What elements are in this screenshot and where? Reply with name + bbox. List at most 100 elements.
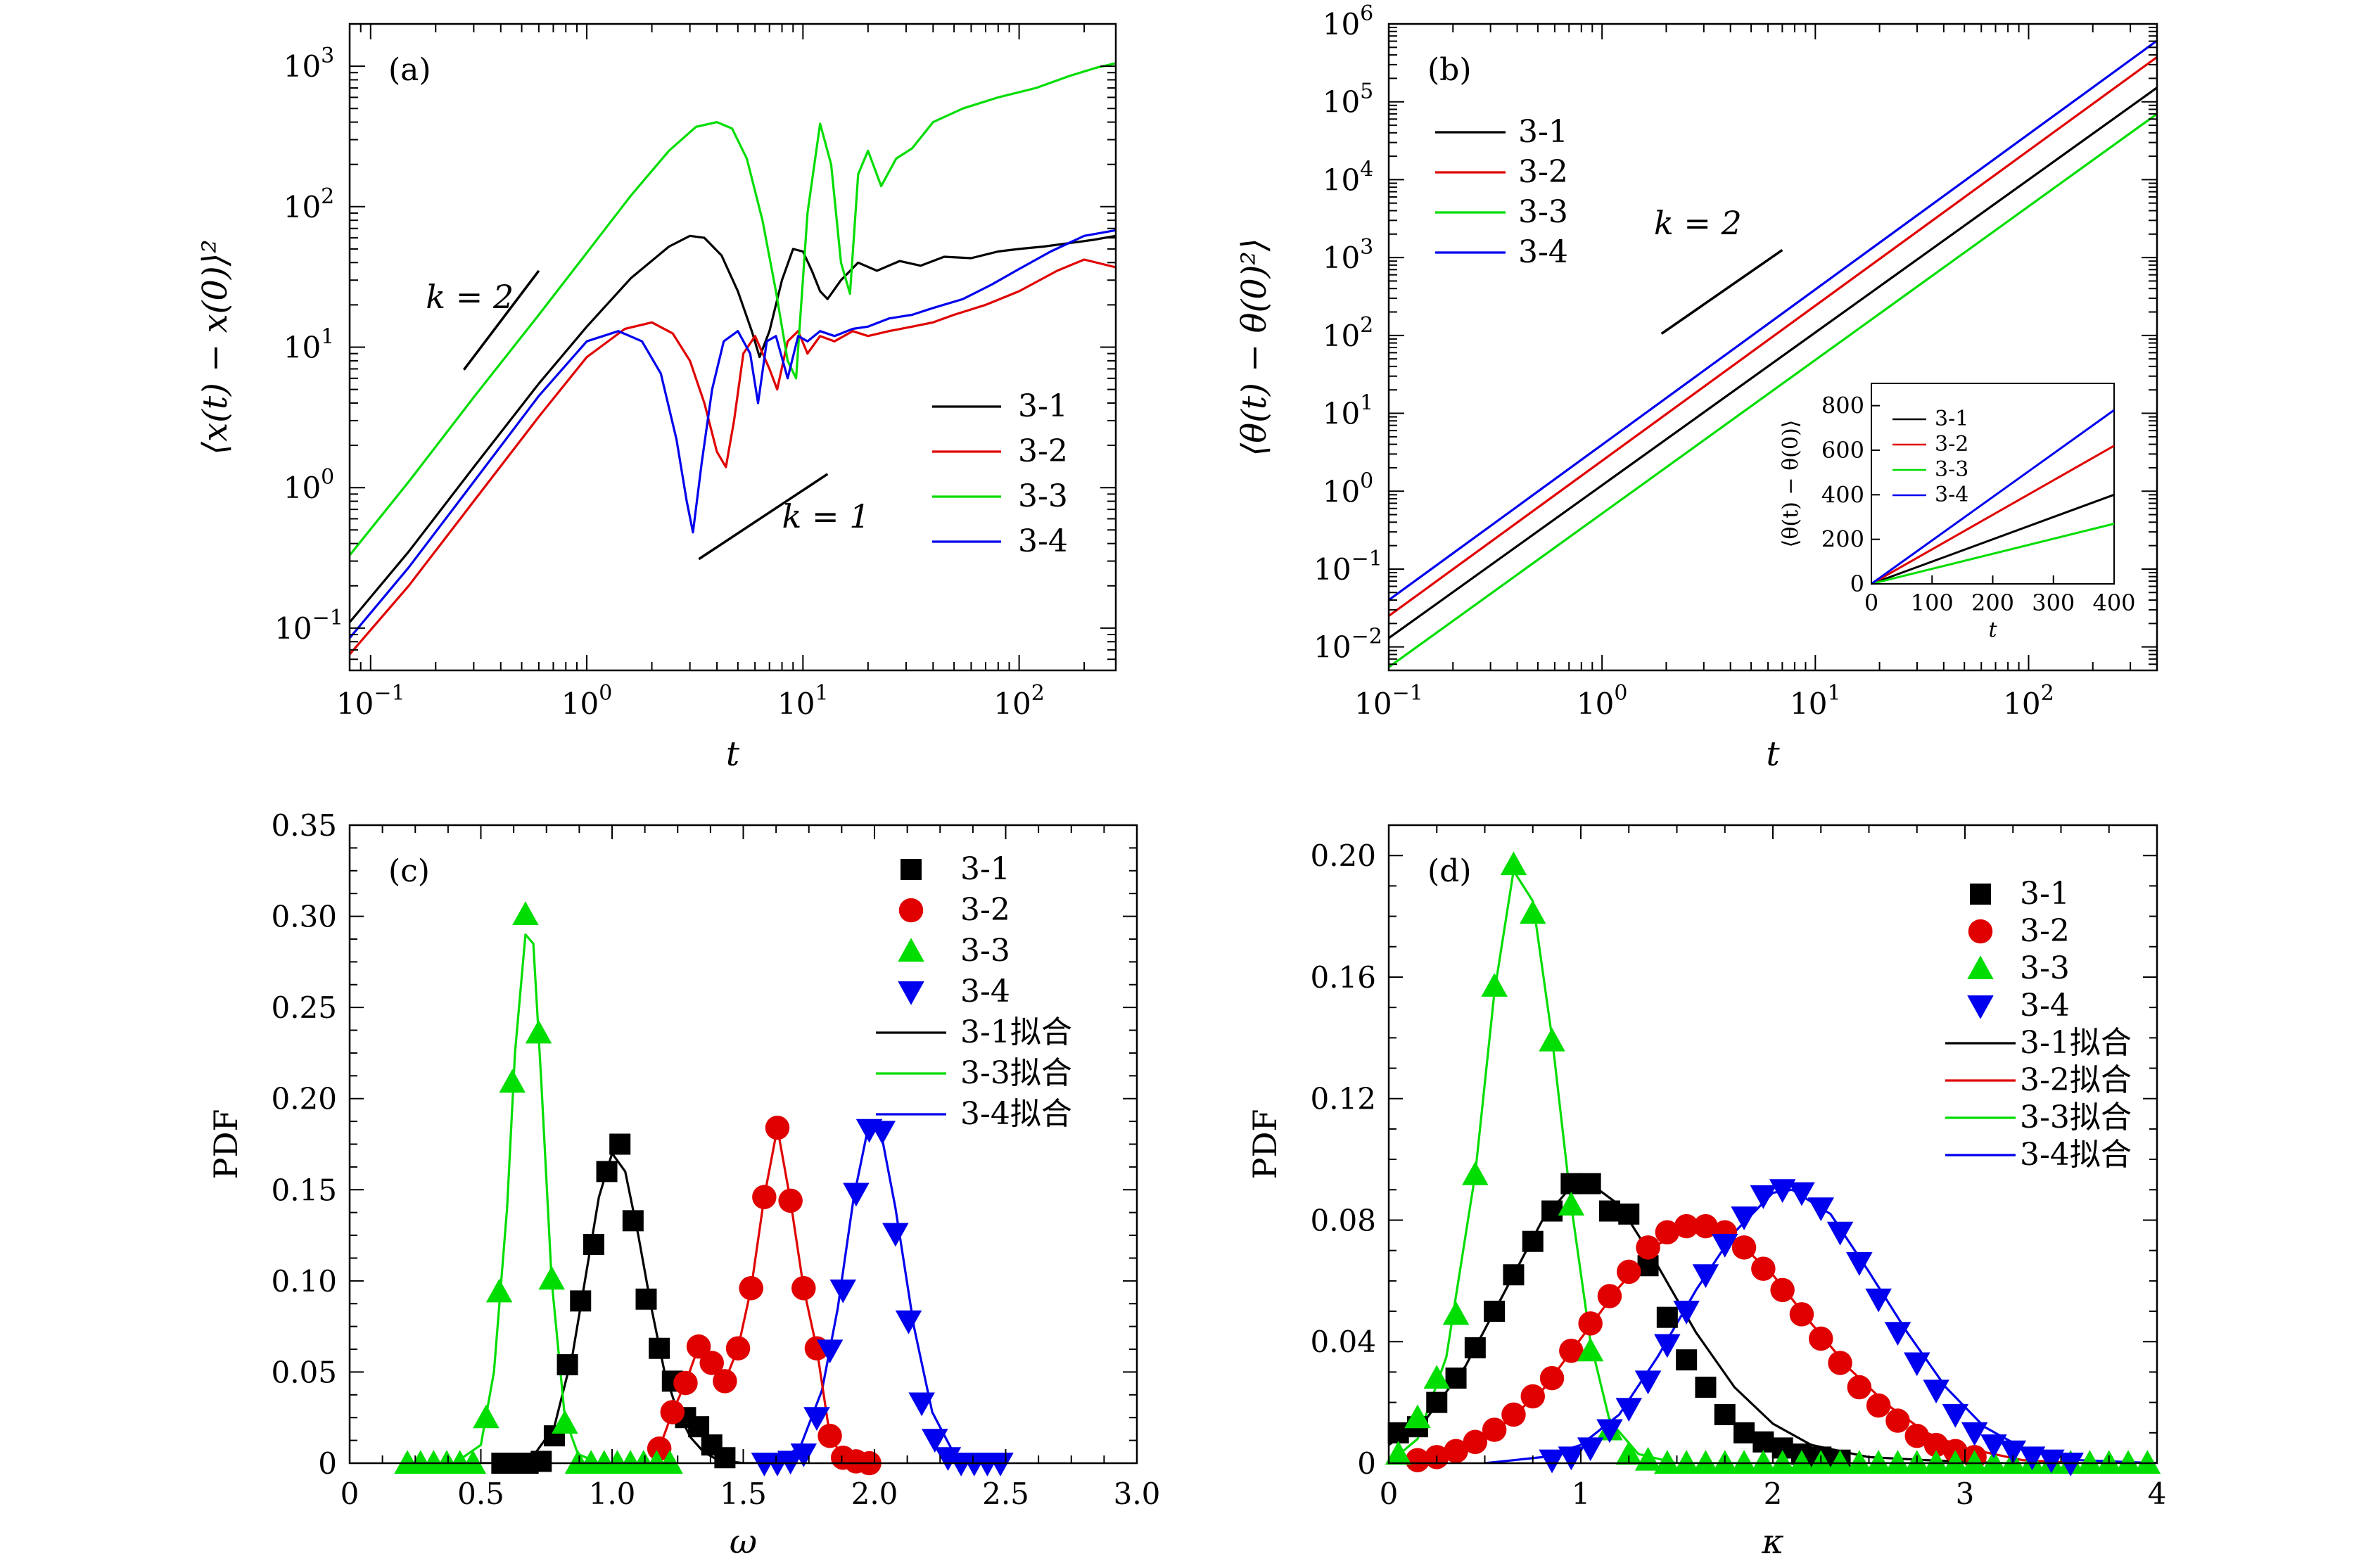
legend-label: 3-1拟合 [960,1014,1072,1050]
data-point-3-4 [829,1279,856,1304]
data-point-3-3 [552,1410,578,1434]
y-tick-label: 0.16 [1310,960,1376,995]
data-point-3-2 [1617,1259,1641,1285]
data-point-3-4 [1923,1379,1949,1404]
inset-legend-label: 3-4 [1935,483,1968,507]
y-tick-label: 0.08 [1310,1203,1376,1237]
legend-label: 3-1 [2020,876,2070,912]
data-point-3-2 [1693,1213,1718,1239]
x-tick-label: 1 [1572,1477,1591,1511]
data-point-3-3 [1942,1450,1969,1474]
data-point-3-1 [1656,1306,1678,1328]
inset-legend-label: 3-3 [1935,457,1968,482]
y-tick-label: 106 [1323,1,1374,42]
data-point-3-3 [1673,1450,1700,1474]
data-point-3-3 [1500,851,1527,876]
data-point-3-4 [1865,1288,1892,1313]
data-point-3-2 [1501,1402,1526,1427]
data-point-3-3 [525,1019,552,1044]
data-point-3-4 [1904,1352,1930,1377]
data-point-3-2 [1539,1365,1565,1391]
data-point-3-4 [803,1407,830,1431]
data-point-3-1 [1714,1403,1736,1425]
data-point-3-4 [1731,1206,1757,1230]
series-line-3-3 [350,62,1116,556]
legend-label: 3-2 [1018,433,1068,469]
x-tick-label: 10−1 [336,681,405,721]
x-tick-label: 4 [2148,1477,2167,1511]
inset-legend-label: 3-1 [1935,407,1968,431]
inset-y-tick-label: 200 [1821,526,1864,553]
legend-label: 3-4拟合 [2020,1137,2132,1173]
data-point-3-3 [656,1450,683,1474]
data-point-3-3 [2076,1450,2104,1474]
slope-guide-line [462,269,540,371]
inset-y-tick-label: 600 [1821,437,1864,464]
x-tick-label: 100 [561,681,613,721]
data-point-3-4 [1769,1179,1796,1204]
data-point-3-4 [1577,1437,1604,1462]
data-point-3-1 [609,1133,631,1155]
data-point-3-2 [1674,1213,1699,1239]
inset-series-line-3-2 [1871,445,2115,585]
x-tick-label: 102 [993,681,1045,721]
data-point-3-3 [1980,1450,2007,1474]
data-point-3-3 [459,1450,487,1474]
y-tick-label-base: 10 [274,611,312,646]
y-axis-label: PDF [1246,1109,1284,1180]
data-point-3-2 [1866,1393,1891,1418]
data-point-3-3 [1558,1192,1585,1216]
data-point-3-2 [752,1185,777,1209]
data-point-3-3 [1520,900,1546,924]
data-point-3-3 [499,1069,526,1093]
data-point-3-1 [649,1337,670,1359]
data-point-3-2 [1904,1423,1929,1448]
series-line-3-4 [1389,39,2157,601]
x-tick-label-exp: 2 [1031,681,1045,706]
y-tick-label-base: 10 [1323,7,1360,42]
y-tick-label-exp: 3 [1360,235,1373,260]
panel-c: 0 0.5 1.0 1.5 2.0 2.5 3.0 0 0.05 0.10 0.15 0.20 0.25… [207,808,1160,1562]
fit-line-3-1拟合 [481,1152,770,1463]
legend-marker-3-3 [1967,955,1994,979]
data-point-3-4 [987,1453,1014,1477]
legend-marker-3-1 [901,859,922,880]
x-tick-label-base: 10 [777,687,815,721]
data-point-3-4 [1961,1422,1988,1446]
legend-label: 3-1 [1018,388,1068,424]
data-point-3-1 [1695,1377,1717,1398]
data-point-3-3 [1865,1450,1892,1474]
legend-label: 3-1 [960,851,1010,887]
x-tick-label-exp: 0 [1614,681,1627,706]
y-tick-label: 102 [284,184,335,224]
slope-guide-line [698,473,829,561]
legend-label: 3-4拟合 [960,1096,1072,1132]
y-tick-label: 10−2 [1313,625,1382,665]
y-tick-label: 0.30 [271,900,337,934]
y-tick-label-base: 10 [284,49,321,84]
x-tick-label: 10−1 [1354,681,1423,721]
legend-label: 3-4 [1018,523,1068,559]
y-tick-label: 0.12 [1310,1082,1376,1116]
x-tick-label: 3 [1956,1477,1975,1511]
data-point-3-4 [1750,1185,1777,1209]
data-point-3-3 [1826,1450,1854,1474]
y-tick-label: 100 [1323,469,1374,509]
data-point-3-3 [1385,1441,1412,1465]
inset-series-line-3-3 [1871,523,2115,585]
inset-y-tick-label: 800 [1821,393,1864,419]
legend-label: 3-2 [2020,913,2070,949]
y-tick-label-exp: 0 [1360,469,1373,493]
data-point-3-4 [1558,1446,1585,1471]
data-point-3-4 [1942,1403,1969,1428]
legend-label: 3-2 [1518,154,1568,190]
inset-y-tick-label: 0 [1850,571,1864,597]
data-point-3-2 [1789,1302,1814,1327]
x-tick-label-base: 10 [1790,687,1827,721]
y-tick-label-exp: 0 [321,465,334,490]
inset-series-line-3-4 [1871,409,2115,585]
data-point-3-2 [817,1423,842,1448]
data-point-3-2 [1828,1351,1852,1375]
